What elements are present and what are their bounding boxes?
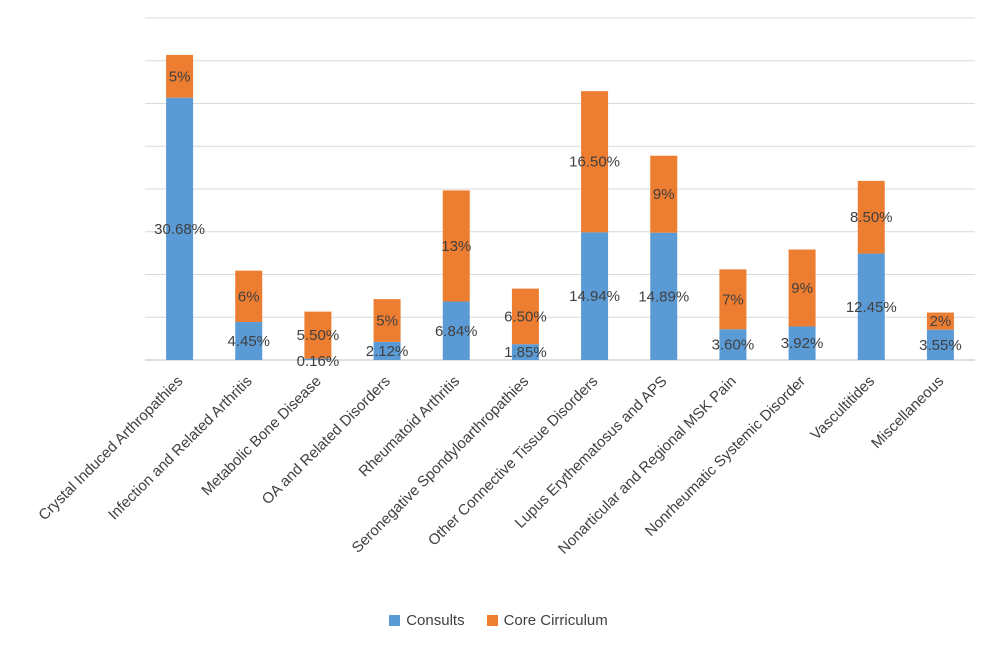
bar-core-curriculum (166, 54, 194, 98)
data-label-core-curriculum: 8.50% (850, 209, 893, 226)
data-label-core-curriculum: 9% (653, 186, 675, 203)
bar-consults (650, 232, 678, 360)
bar-consults (926, 329, 954, 360)
data-label-core-curriculum: 6% (238, 288, 260, 305)
data-label-consults: 6.84% (435, 323, 478, 340)
data-label-consults: 14.89% (638, 288, 689, 305)
data-label-consults: 3.92% (781, 335, 824, 352)
bar-core-curriculum (373, 299, 401, 342)
data-labels: 30.68% 5% 4.45% 6% 0.16% 5.50% 2.12% 5% 6.84% 13%… (154, 68, 962, 370)
data-label-core-curriculum: 13% (441, 238, 471, 255)
bar-core-curriculum (511, 288, 539, 345)
data-label-core-curriculum: 5.50% (297, 327, 340, 344)
category-label: Metabolic Bone Disease (198, 373, 324, 499)
bar-consults (857, 253, 885, 360)
bar-core-curriculum (235, 270, 263, 322)
data-label-consults: 1.85% (504, 344, 547, 361)
data-label-consults: 3.55% (919, 337, 962, 354)
bar-core-curriculum (926, 312, 954, 330)
bar-core-curriculum (581, 91, 609, 233)
category-label: Vascultitides (807, 373, 878, 444)
category-label: Crystal Induced Arthropathies (35, 373, 186, 524)
bar-core-curriculum (719, 269, 747, 330)
bar-consults (719, 329, 747, 360)
legend-swatch-consults (389, 615, 401, 626)
legend-swatch-core-curriculum (486, 615, 498, 626)
data-label-core-curriculum: 7% (722, 291, 744, 308)
data-label-consults: 14.94% (569, 288, 620, 305)
legend-item-core-curriculum: Core Cirriculum (486, 612, 608, 629)
data-label-consults: 3.60% (712, 337, 755, 354)
data-label-core-curriculum: 16.50% (569, 154, 620, 171)
legend: Consults Core Cirriculum (0, 612, 997, 629)
bars (166, 54, 954, 360)
data-label-core-curriculum: 5% (169, 68, 191, 85)
category-label: Lupus Erythematosus and APS (512, 373, 671, 532)
bar-consults (166, 97, 194, 360)
bar-consults (581, 232, 609, 360)
legend-item-consults: Consults (389, 612, 465, 629)
stacked-bar-chart: 30.68% 5% 4.45% 6% 0.16% 5.50% 2.12% 5% 6.84% 13%… (35, 17, 975, 558)
category-label: Miscellaneous (868, 373, 947, 452)
bar-consults (373, 341, 401, 360)
data-label-consults: 4.45% (227, 333, 270, 350)
data-label-core-curriculum: 2% (930, 313, 952, 330)
bar-consults (788, 326, 816, 360)
legend-label-consults: Consults (406, 612, 465, 629)
bar-consults (235, 321, 263, 360)
data-label-core-curriculum: 9% (791, 280, 813, 297)
data-label-core-curriculum: 5% (376, 312, 398, 329)
bar-consults (304, 358, 332, 360)
data-label-consults: 0.16% (297, 353, 340, 370)
bar-core-curriculum (650, 155, 678, 233)
data-label-core-curriculum: 6.50% (504, 308, 547, 325)
bar-core-curriculum (857, 180, 885, 254)
bar-core-curriculum (788, 249, 816, 327)
gridlines (145, 17, 975, 361)
bar-consults (442, 301, 470, 360)
bar-core-curriculum (304, 311, 332, 359)
data-label-consults: 2.12% (366, 343, 409, 360)
data-label-consults: 12.45% (846, 299, 897, 316)
legend-label-core-curriculum: Core Cirriculum (503, 612, 608, 629)
category-label: OA and Related Disorders (259, 373, 394, 508)
bar-core-curriculum (442, 190, 470, 302)
data-label-consults: 30.68% (154, 221, 205, 238)
category-label: Infection and Related Arthritis (105, 373, 256, 524)
bar-consults (511, 344, 539, 360)
